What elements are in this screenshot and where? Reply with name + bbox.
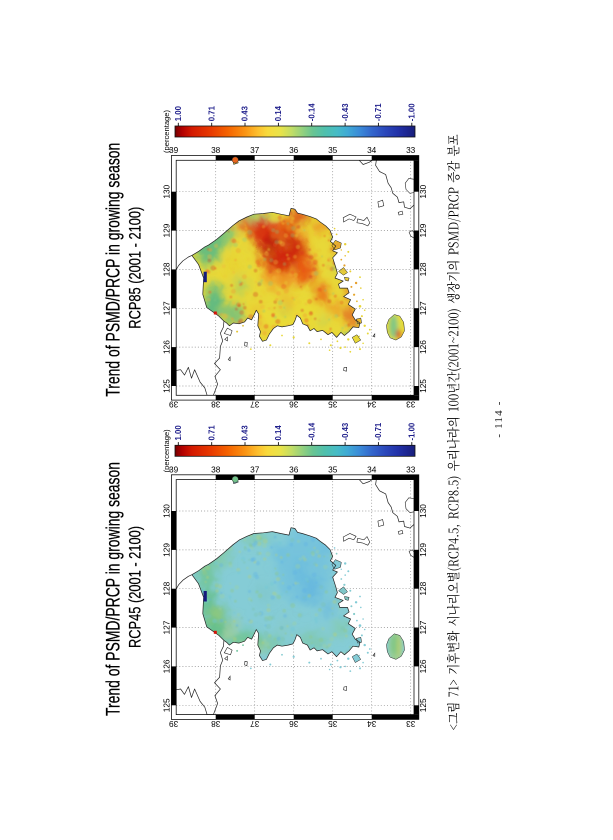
svg-text:0.14: 0.14	[274, 105, 283, 121]
svg-text:126: 126	[162, 340, 172, 354]
svg-text:34: 34	[367, 400, 377, 410]
svg-text:33: 33	[406, 400, 416, 410]
svg-text:37: 37	[250, 464, 260, 474]
svg-text:126: 126	[418, 659, 428, 673]
svg-text:128: 128	[162, 262, 172, 276]
svg-text:36: 36	[289, 145, 299, 155]
svg-text:1.00: 1.00	[174, 105, 183, 121]
svg-text:-0.71: -0.71	[374, 422, 383, 440]
svg-text:130: 130	[418, 504, 428, 518]
svg-text:129: 129	[162, 223, 172, 237]
svg-text:38: 38	[211, 400, 221, 410]
svg-text:128: 128	[162, 581, 172, 595]
svg-text:128: 128	[418, 262, 428, 276]
svg-text:129: 129	[162, 543, 172, 557]
svg-text:-0.43: -0.43	[341, 103, 350, 121]
svg-text:38: 38	[211, 719, 221, 729]
svg-text:33: 33	[406, 719, 416, 729]
svg-text:125: 125	[162, 379, 172, 393]
svg-text:39: 39	[169, 400, 179, 410]
svg-text:RCP85 (2001 - 2100): RCP85 (2001 - 2100)	[127, 207, 145, 329]
svg-text:-0.14: -0.14	[307, 103, 316, 121]
svg-text:125: 125	[162, 698, 172, 712]
svg-text:129: 129	[418, 543, 428, 557]
svg-text:33: 33	[406, 464, 416, 474]
svg-text:125: 125	[418, 379, 428, 393]
svg-text:130: 130	[162, 184, 172, 198]
svg-text:39: 39	[169, 719, 179, 729]
svg-text:- 114 -: - 114 -	[493, 400, 505, 437]
svg-text:125: 125	[418, 698, 428, 712]
svg-text:127: 127	[162, 301, 172, 315]
svg-text:34: 34	[367, 464, 377, 474]
svg-text:RCP45 (2001 - 2100): RCP45 (2001 - 2100)	[127, 526, 145, 648]
svg-text:Trend of PSMD/PRCP in growing: Trend of PSMD/PRCP in growing season	[102, 143, 124, 397]
svg-text:126: 126	[162, 659, 172, 673]
svg-text:-0.71: -0.71	[374, 103, 383, 121]
svg-text:127: 127	[162, 620, 172, 634]
svg-text:-1.00: -1.00	[408, 422, 417, 440]
svg-text:129: 129	[418, 223, 428, 237]
svg-text:34: 34	[367, 145, 377, 155]
svg-text:38: 38	[211, 464, 221, 474]
svg-text:0.43: 0.43	[241, 105, 250, 121]
svg-text:126: 126	[418, 340, 428, 354]
svg-text:33: 33	[406, 145, 416, 155]
svg-text:0.14: 0.14	[274, 425, 283, 441]
svg-text:37: 37	[250, 719, 260, 729]
svg-text:34: 34	[367, 719, 377, 729]
svg-text:Trend of PSMD/PRCP in growing: Trend of PSMD/PRCP in growing season	[102, 462, 124, 716]
svg-text:36: 36	[289, 719, 299, 729]
svg-text:35: 35	[328, 464, 338, 474]
svg-text:0.71: 0.71	[207, 105, 216, 121]
svg-text:(percentage): (percentage)	[162, 110, 171, 154]
svg-text:39: 39	[169, 145, 179, 155]
svg-text:0.71: 0.71	[207, 425, 216, 441]
svg-text:-0.43: -0.43	[341, 422, 350, 440]
svg-text:-1.00: -1.00	[408, 103, 417, 121]
svg-text:39: 39	[169, 464, 179, 474]
svg-text:130: 130	[162, 504, 172, 518]
svg-text:35: 35	[328, 400, 338, 410]
svg-text:130: 130	[418, 184, 428, 198]
svg-text:1.00: 1.00	[174, 425, 183, 441]
svg-text:38: 38	[211, 145, 221, 155]
svg-text:127: 127	[418, 620, 428, 634]
svg-text:35: 35	[328, 145, 338, 155]
svg-text:128: 128	[418, 581, 428, 595]
svg-text:36: 36	[289, 464, 299, 474]
svg-text:35: 35	[328, 719, 338, 729]
svg-text:37: 37	[250, 145, 260, 155]
svg-text:37: 37	[250, 400, 260, 410]
svg-text:127: 127	[418, 301, 428, 315]
svg-text:(percentage): (percentage)	[162, 429, 171, 473]
svg-text:-0.14: -0.14	[307, 422, 316, 440]
svg-text:36: 36	[289, 400, 299, 410]
svg-text:0.43: 0.43	[241, 425, 250, 441]
